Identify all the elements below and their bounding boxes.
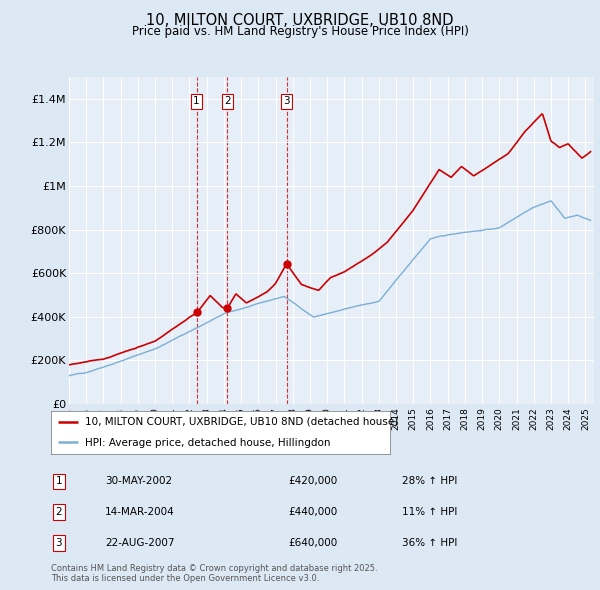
- Text: £640,000: £640,000: [288, 538, 337, 548]
- Text: 36% ↑ HPI: 36% ↑ HPI: [402, 538, 457, 548]
- Text: 30-MAY-2002: 30-MAY-2002: [105, 477, 172, 486]
- Text: 28% ↑ HPI: 28% ↑ HPI: [402, 477, 457, 486]
- Text: Contains HM Land Registry data © Crown copyright and database right 2025.
This d: Contains HM Land Registry data © Crown c…: [51, 563, 377, 583]
- Text: 10, MILTON COURT, UXBRIDGE, UB10 8ND: 10, MILTON COURT, UXBRIDGE, UB10 8ND: [146, 13, 454, 28]
- Text: 14-MAR-2004: 14-MAR-2004: [105, 507, 175, 517]
- Text: 1: 1: [193, 96, 200, 106]
- Text: 3: 3: [283, 96, 290, 106]
- Text: 22-AUG-2007: 22-AUG-2007: [105, 538, 175, 548]
- Text: 11% ↑ HPI: 11% ↑ HPI: [402, 507, 457, 517]
- Text: £440,000: £440,000: [288, 507, 337, 517]
- Text: 2: 2: [224, 96, 230, 106]
- Text: HPI: Average price, detached house, Hillingdon: HPI: Average price, detached house, Hill…: [85, 438, 331, 448]
- Text: Price paid vs. HM Land Registry's House Price Index (HPI): Price paid vs. HM Land Registry's House …: [131, 25, 469, 38]
- Text: 1: 1: [55, 477, 62, 486]
- Text: 2: 2: [55, 507, 62, 517]
- Text: 10, MILTON COURT, UXBRIDGE, UB10 8ND (detached house): 10, MILTON COURT, UXBRIDGE, UB10 8ND (de…: [85, 417, 398, 427]
- Text: 3: 3: [55, 538, 62, 548]
- Text: £420,000: £420,000: [288, 477, 337, 486]
